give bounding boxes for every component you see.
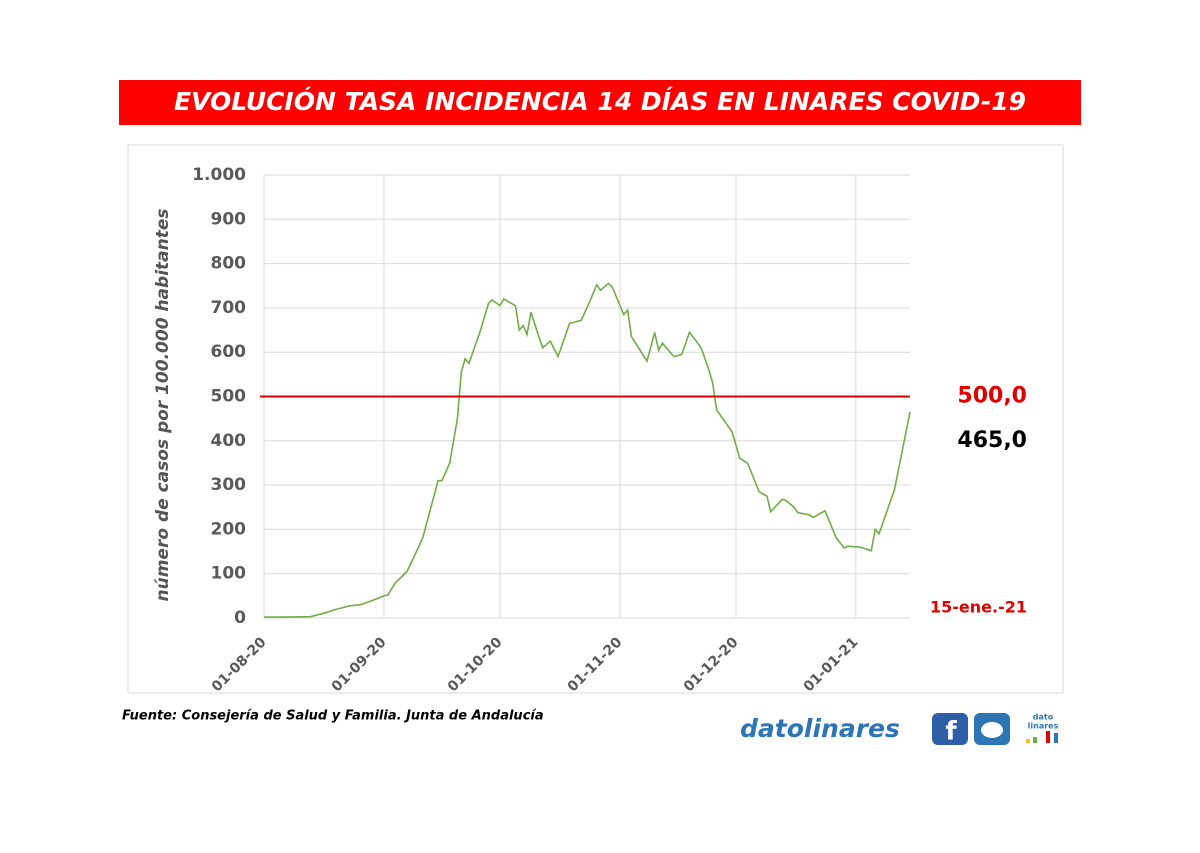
threshold-label: 500,0 <box>957 384 1027 409</box>
twitter-glyph <box>981 722 1003 738</box>
y-axis-label: número de casos por 100.000 habitantes <box>153 209 173 602</box>
value-label: 465,0 <box>957 428 1027 453</box>
y-tick-label: 300 <box>211 475 247 495</box>
brand: datolinares <box>740 714 900 743</box>
plot-frame <box>127 144 1064 694</box>
logo-bar <box>1033 737 1037 743</box>
logo-bar <box>1054 733 1058 743</box>
y-tick-label: 100 <box>211 564 247 584</box>
y-tick-label: 400 <box>211 431 247 451</box>
facebook-icon <box>932 713 968 745</box>
y-tick-label: 200 <box>211 519 247 539</box>
line <box>264 282 911 618</box>
facebook-glyph: f <box>945 717 957 747</box>
source: Fuente: Consejería de Salud y Familia. J… <box>122 709 544 724</box>
y-tick-label: 600 <box>211 342 247 362</box>
y-tick-label: 500 <box>211 387 247 407</box>
logo-text: linares <box>1028 722 1059 731</box>
y-tick-label: 0 <box>234 608 246 628</box>
logo-text: dato <box>1033 713 1054 722</box>
y-tick-label: 900 <box>211 209 247 229</box>
y-tick-label: 1.000 <box>192 165 246 185</box>
logo-bar <box>1026 739 1030 743</box>
title-bar <box>119 80 1081 125</box>
end-date-label: 15-ene.-21 <box>930 598 1027 617</box>
y-tick-label: 700 <box>211 298 247 318</box>
logo-bar <box>1046 731 1050 743</box>
y-tick-label: 800 <box>211 254 247 274</box>
chart-title: EVOLUCIÓN TASA INCIDENCIA 14 DÍAS EN LIN… <box>174 86 1026 116</box>
